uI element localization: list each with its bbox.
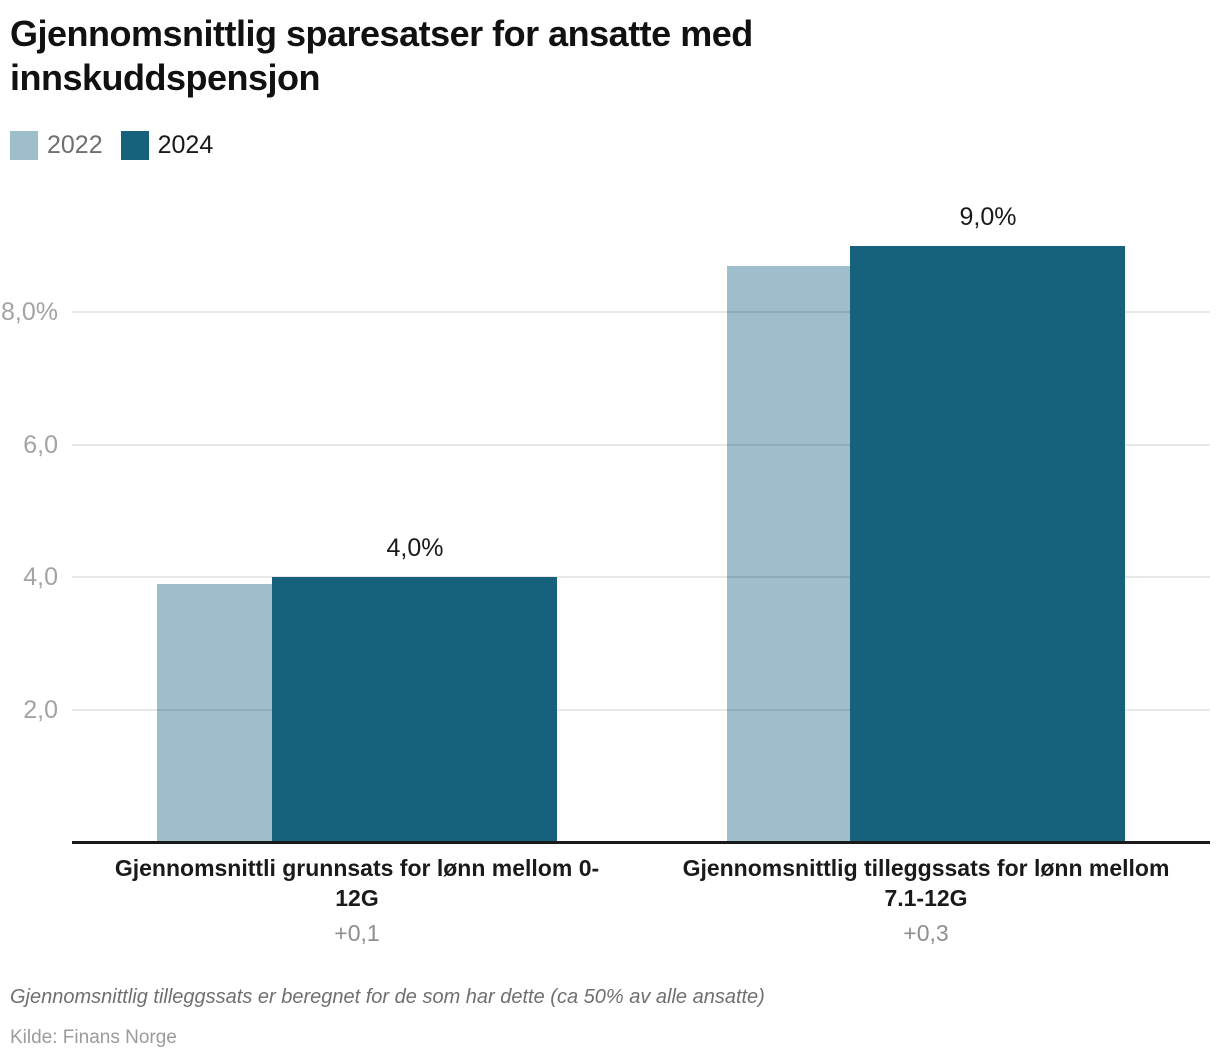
category-group-2: Gjennomsnittlig tilleggssats for lønn me…	[646, 854, 1206, 947]
legend-item-2024: 2024	[120, 131, 214, 160]
value-label-group2: 9,0%	[959, 203, 1017, 231]
chart-footnote: Gjennomsnittlig tilleggssats er beregnet…	[10, 986, 765, 1008]
y-axis-tick-6,0: 6,0	[23, 431, 58, 459]
legend: 2022 2024	[10, 131, 213, 160]
category-group-1: Gjennomsnittli grunnsats for lønn mellom…	[77, 854, 637, 947]
x-axis-line	[72, 841, 1210, 844]
y-axis-tick-2,0: 2,0	[23, 696, 58, 724]
category-label-grunnsats: Gjennomsnittli grunnsats for lønn mellom…	[114, 855, 600, 911]
legend-swatch-2024	[120, 131, 149, 160]
y-axis-tick-4,0: 4,0	[23, 563, 58, 591]
bar-2024-group1	[272, 577, 557, 842]
gridline-2,0	[72, 709, 1210, 711]
delta-label-tilleggssats: +0,3	[903, 919, 949, 946]
gridline-4,0	[72, 576, 1210, 578]
legend-label-2024: 2024	[157, 131, 214, 159]
gridline-8,0%	[72, 311, 1210, 313]
category-label-tilleggssats: Gjennomsnittlig tilleggssats for lønn me…	[682, 855, 1170, 911]
legend-swatch-2022	[10, 131, 38, 160]
y-axis-tick-8,0%: 8,0%	[1, 298, 58, 326]
gridline-6,0	[72, 444, 1210, 446]
chart-title: Gjennomsnittlig sparesatser for ansatte …	[10, 13, 753, 98]
legend-label-2022: 2022	[47, 131, 103, 159]
bar-2024-group2	[850, 246, 1125, 842]
delta-label-grunnsats: +0,1	[334, 919, 380, 946]
bar-2022-group1	[157, 584, 272, 842]
source-attribution: Kilde: Finans Norge	[10, 1027, 177, 1048]
legend-item-2022: 2022	[10, 131, 103, 160]
value-label-group1: 4,0%	[386, 534, 444, 562]
bar-2022-group2	[727, 266, 850, 842]
